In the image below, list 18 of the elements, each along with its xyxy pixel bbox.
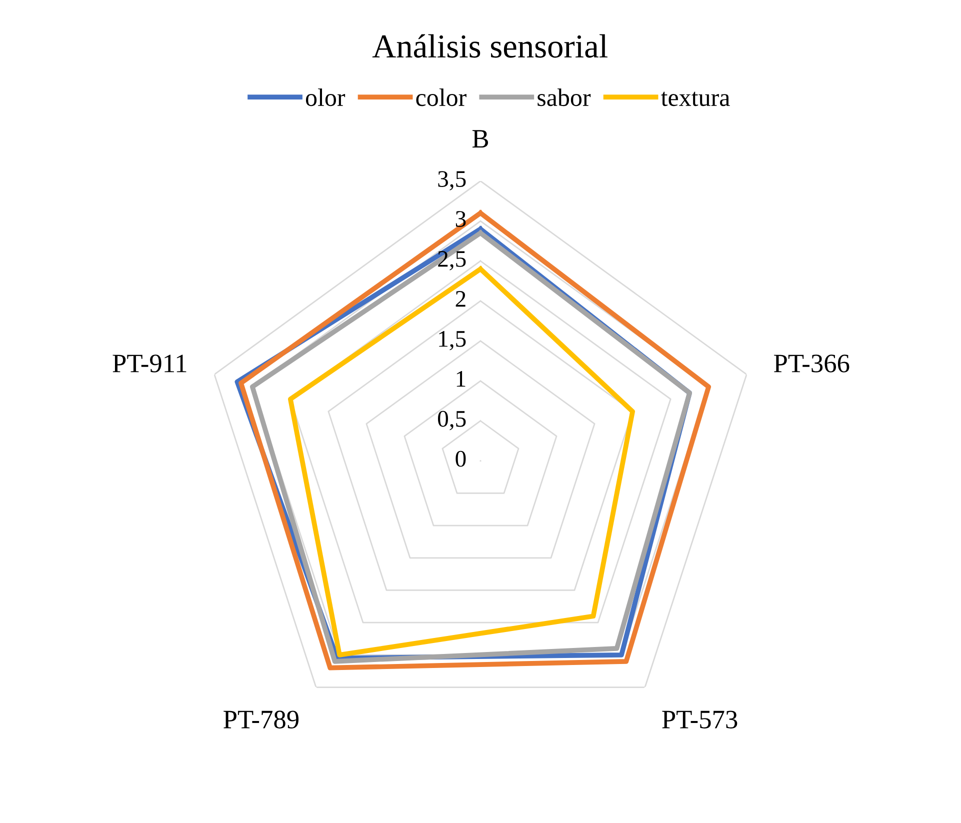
- legend-label: sabor: [538, 88, 591, 106]
- legend-label: color: [416, 88, 466, 106]
- y-tick-label: 2,5: [438, 251, 466, 270]
- y-tick-label: 3,5: [438, 171, 466, 190]
- legend-label: olor: [306, 88, 346, 106]
- legend-label: textura: [661, 92, 730, 106]
- spoke-label: PT-911: [112, 354, 186, 372]
- chart-title: Análisis sensorial: [372, 34, 608, 58]
- spoke-label: PT-366: [774, 354, 850, 372]
- spoke-label: PT-789: [224, 710, 298, 728]
- y-tick-label: 1: [456, 371, 466, 387]
- y-tick-label: 1,5: [439, 331, 466, 350]
- spoke-label: B: [472, 130, 488, 148]
- y-tick-label: 3: [456, 211, 466, 227]
- y-tick-label: 0,5: [438, 410, 466, 430]
- y-tick-label: 2: [456, 291, 466, 307]
- y-tick-label: 0: [456, 450, 466, 467]
- spoke-label: PT-573: [662, 710, 738, 728]
